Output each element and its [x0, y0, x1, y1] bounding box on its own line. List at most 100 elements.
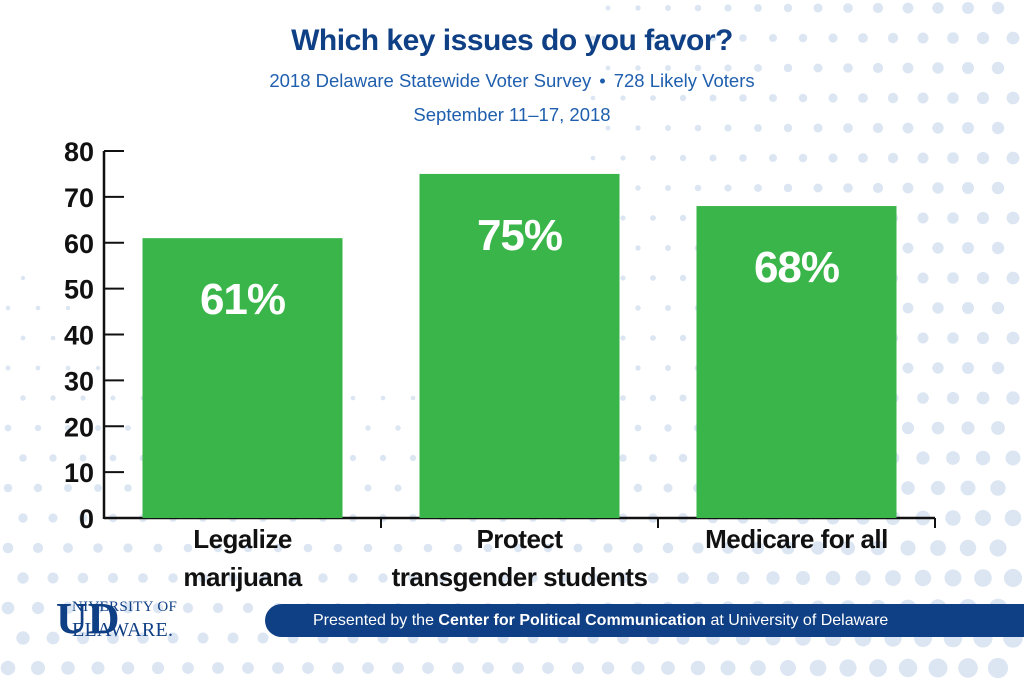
background-dot	[422, 662, 434, 674]
background-dot	[885, 570, 901, 586]
background-dot	[212, 602, 224, 614]
background-dot	[722, 542, 734, 554]
background-dot	[991, 181, 1005, 195]
background-dot	[95, 425, 101, 431]
y-tick-label: 0	[79, 504, 94, 534]
background-dot	[902, 302, 914, 314]
background-dot	[828, 33, 838, 43]
background-dot	[302, 662, 314, 674]
background-dot	[932, 302, 944, 314]
background-dot	[991, 241, 1005, 255]
logo-initials: UD	[56, 594, 120, 643]
background-dot	[917, 92, 929, 104]
background-dot	[35, 365, 41, 371]
background-dot	[931, 421, 945, 435]
background-dot	[962, 302, 974, 314]
background-dot	[498, 573, 508, 583]
logo-line-1: NIVERSITY OF	[72, 599, 178, 615]
background-dot	[650, 95, 656, 101]
background-dot	[962, 362, 974, 374]
background-dot	[620, 95, 626, 101]
background-dot	[393, 543, 403, 553]
background-dot	[543, 543, 553, 553]
y-tick-label: 30	[64, 366, 94, 396]
background-dot	[228, 573, 238, 583]
background-dot	[47, 572, 59, 584]
background-dot	[914, 569, 932, 587]
background-dot	[754, 4, 762, 12]
background-dot	[958, 658, 978, 678]
background-dot	[605, 5, 611, 11]
background-dot	[769, 94, 777, 102]
background-dot	[665, 125, 671, 131]
background-dot	[932, 122, 944, 134]
background-dot	[121, 661, 135, 675]
background-dot	[679, 214, 687, 222]
background-dot	[31, 661, 45, 675]
background-dot	[1006, 271, 1020, 285]
background-dot	[635, 185, 641, 191]
background-dot	[813, 63, 823, 73]
background-dot	[946, 451, 960, 465]
background-dot	[902, 242, 914, 254]
background-dot	[947, 272, 959, 284]
background-dot	[962, 122, 974, 134]
university-logo: UD NIVERSITY OF ELAWARE.	[56, 597, 186, 645]
y-tick-label: 40	[64, 321, 94, 351]
background-dot	[754, 64, 762, 72]
background-dot	[350, 395, 356, 401]
background-dot	[80, 395, 86, 401]
background-dot	[198, 573, 208, 583]
background-dot	[769, 34, 777, 42]
background-dot	[1006, 151, 1020, 165]
background-dot	[1006, 331, 1020, 345]
background-dot	[902, 122, 914, 134]
background-dot	[858, 153, 868, 163]
background-dot	[288, 573, 298, 583]
background-dot	[33, 483, 43, 493]
background-dot	[197, 632, 209, 644]
background-dot	[813, 183, 823, 193]
background-dot	[93, 543, 103, 553]
background-dot	[50, 395, 56, 401]
background-dot	[512, 662, 524, 674]
background-dot	[843, 3, 853, 13]
background-dot	[620, 35, 626, 41]
background-dot	[1005, 450, 1021, 466]
background-dot	[182, 602, 194, 614]
background-dot	[975, 510, 991, 526]
background-dot	[125, 425, 131, 431]
background-dot	[18, 513, 28, 523]
background-dot	[828, 93, 838, 103]
background-dot	[960, 480, 976, 496]
background-dot	[76, 631, 90, 645]
background-dot	[349, 454, 357, 462]
background-dot	[410, 395, 416, 401]
background-dot	[858, 33, 868, 43]
background-dot	[65, 305, 71, 311]
background-dot	[1006, 31, 1020, 45]
background-dot	[395, 425, 401, 431]
background-dot	[5, 305, 11, 311]
background-dot	[452, 662, 464, 674]
background-dot	[273, 543, 283, 553]
background-dot	[333, 543, 343, 553]
background-dot	[124, 484, 132, 492]
background-dot	[928, 658, 948, 678]
background-dot	[3, 483, 13, 493]
background-dot	[634, 424, 642, 432]
background-dot	[947, 212, 959, 224]
background-dot	[92, 602, 104, 614]
background-dot	[739, 34, 747, 42]
background-dot	[724, 184, 732, 192]
background-dot	[976, 91, 990, 105]
background-dot	[64, 484, 72, 492]
background-dot	[423, 543, 433, 553]
background-dot	[690, 660, 706, 676]
y-tick-label: 50	[64, 275, 94, 305]
background-dot	[678, 453, 688, 463]
background-dot	[783, 3, 793, 13]
background-dot	[665, 305, 671, 311]
background-dot	[989, 539, 1007, 557]
